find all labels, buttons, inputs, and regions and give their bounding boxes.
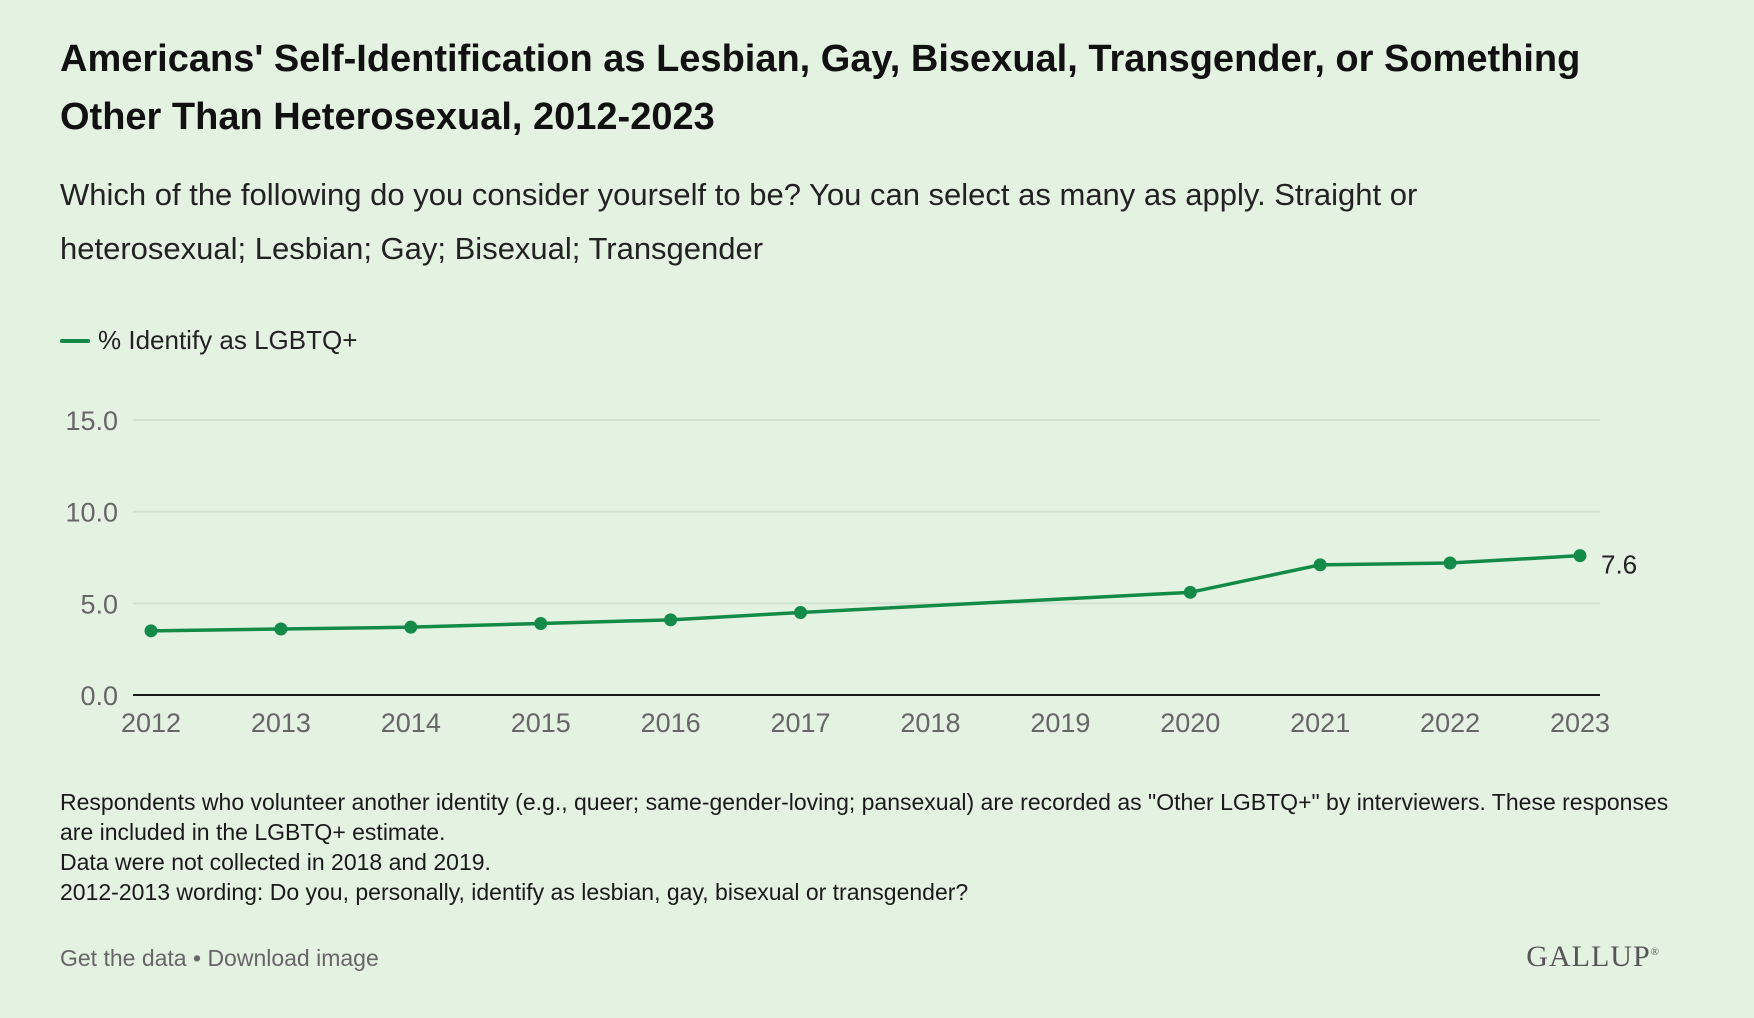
data-point [144,624,158,638]
gridlines [133,419,1600,696]
x-tick-label: 2014 [381,708,441,738]
x-tick-label: 2016 [641,708,701,738]
footer-links: Get the data • Download image [60,945,379,972]
download-image-link[interactable]: Download image [207,945,379,971]
note-wording: 2012-2013 wording: Do you, personally, i… [60,879,969,905]
data-label-value: 7.6 [1601,550,1637,580]
data-point [1313,558,1327,572]
x-tick-label: 2013 [251,708,311,738]
chart-notes: Respondents who volunteer another identi… [60,787,1700,907]
x-tick-label: 2017 [771,708,831,738]
registered-mark: ® [1650,946,1660,958]
legend-swatch-lgbtq [60,338,90,343]
x-axis-ticks: 2012 2013 2014 2015 2016 2017 2018 2019 2020 2021… [121,708,1610,738]
note-missing-years: Data were not collected in 2018 and 2019… [60,849,491,875]
series-lgbtq [144,549,1587,638]
x-tick-label: 2015 [511,708,571,738]
chart-subtitle: Which of the following do you consider y… [60,177,1418,266]
chart-legend: % Identify as LGBTQ+ [60,325,357,356]
x-tick-label: 2022 [1420,708,1480,738]
legend-label-lgbtq: % Identify as LGBTQ+ [98,325,358,355]
data-point [794,606,808,619]
note-other-lgbtq: Respondents who volunteer another identi… [60,789,1669,845]
series-line [149,553,1582,633]
y-axis-ticks: 0.0 5.0 10.0 15.0 [65,406,118,711]
x-tick-label: 2020 [1160,708,1220,738]
x-tick-label: 2019 [1030,708,1090,738]
get-data-link[interactable]: Get the data [60,945,187,971]
data-point [404,620,418,634]
data-point [664,613,678,627]
data-labels: 7.6 [1601,550,1637,580]
gallup-logo: GALLUP® [1526,940,1660,974]
x-tick-label: 2023 [1550,708,1610,738]
data-point [274,622,288,636]
gallup-logo-text: GALLUP [1526,940,1651,973]
y-tick-label: 5.0 [80,589,118,619]
data-point [1183,585,1197,599]
footer-separator: • [192,945,202,971]
data-point [1573,549,1587,563]
chart-title: Americans' Self-Identification as Lesbia… [60,38,1581,138]
x-tick-label: 2021 [1290,708,1350,738]
x-tick-label: 2018 [900,708,960,738]
y-tick-label: 0.0 [80,681,118,711]
y-tick-label: 10.0 [65,498,118,528]
data-point [534,617,548,630]
data-point [1443,556,1457,570]
x-tick-label: 2012 [121,708,181,738]
y-tick-label: 15.0 [65,406,118,436]
